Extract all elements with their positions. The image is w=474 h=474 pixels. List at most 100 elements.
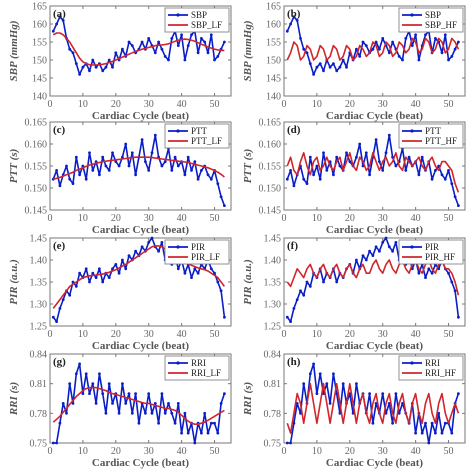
data-point (124, 267, 128, 271)
data-point (328, 402, 332, 405)
data-point (308, 155, 312, 159)
data-point (397, 55, 401, 58)
x-tick-label: 50 (210, 446, 220, 457)
x-axis-label: Cardiac Cycle (beat) (92, 340, 189, 352)
x-tick-label: 40 (177, 446, 187, 457)
data-point (325, 382, 329, 386)
data-point (88, 392, 91, 395)
data-point (127, 392, 131, 395)
data-point (147, 169, 151, 172)
data-point (98, 267, 101, 271)
data-point (308, 285, 312, 288)
data-point (315, 164, 319, 168)
data-point (434, 37, 437, 40)
y-tick-label: 165 (32, 2, 47, 13)
data-point (378, 160, 381, 164)
x-tick-label: 10 (78, 99, 88, 110)
data-point (74, 62, 78, 65)
data-point (368, 249, 371, 253)
data-point (51, 315, 55, 319)
data-point (193, 267, 197, 271)
data-point (387, 133, 391, 137)
data-point (190, 169, 193, 172)
legend-marker (410, 129, 414, 133)
x-tick-label: 10 (78, 329, 88, 340)
data-point (190, 276, 193, 279)
data-point (140, 138, 144, 142)
data-point (117, 164, 121, 168)
x-tick-label: 40 (177, 329, 187, 340)
x-tick-label: 40 (411, 329, 421, 340)
data-point (312, 73, 315, 76)
data-point (289, 169, 292, 172)
data-point (71, 280, 75, 284)
data-point (157, 249, 161, 253)
data-point (186, 431, 190, 435)
data-point (374, 402, 378, 405)
data-point (424, 33, 427, 37)
panel-label: (a) (53, 8, 66, 20)
data-point (94, 402, 98, 405)
data-point (358, 142, 362, 146)
data-point (322, 392, 325, 395)
data-point (209, 421, 213, 425)
legend-marker (410, 361, 414, 365)
legend-label: PTT_HF (425, 136, 457, 146)
y-tick-label: 0.145 (259, 206, 282, 217)
legend-label: RRI_HF (425, 368, 456, 378)
data-point (219, 289, 223, 293)
data-point (371, 421, 375, 425)
x-tick-label: 40 (177, 213, 187, 224)
y-tick-label: 0.78 (264, 409, 282, 420)
data-point (335, 155, 339, 159)
data-point (137, 421, 141, 425)
legend-label: SBP_HF (425, 20, 457, 30)
data-point (443, 421, 447, 425)
data-point (387, 51, 391, 55)
data-point (338, 164, 342, 168)
data-point (88, 69, 91, 73)
x-tick-label: 50 (210, 99, 220, 110)
data-point (84, 177, 88, 181)
data-point (61, 298, 65, 301)
y-axis-label: RRI (s) (8, 382, 20, 416)
legend-marker (410, 13, 414, 17)
data-point (384, 411, 388, 415)
x-tick-label: 0 (48, 329, 53, 340)
data-point (65, 411, 68, 415)
plot-frame (283, 353, 466, 444)
y-tick-label: 0.145 (25, 206, 48, 217)
data-point (160, 392, 164, 395)
y-tick-label: 0.150 (25, 184, 48, 195)
data-point (78, 73, 81, 76)
y-tick-label: 0.165 (25, 118, 48, 129)
data-point (292, 421, 296, 425)
x-tick-label: 30 (378, 213, 388, 224)
data-point (450, 280, 454, 284)
data-point (355, 47, 358, 51)
panel-label: (h) (287, 356, 301, 368)
data-point (91, 169, 95, 172)
x-tick-label: 10 (78, 446, 88, 457)
data-point (338, 411, 342, 415)
legend-box (164, 355, 230, 381)
data-point (163, 411, 167, 415)
data-point (51, 441, 55, 445)
data-point (107, 276, 111, 279)
y-tick-label: 0.155 (259, 162, 282, 173)
y-axis-label: PTT (s) (242, 149, 254, 184)
data-point (332, 173, 335, 177)
data-point (381, 169, 385, 172)
data-point (387, 402, 391, 405)
data-point (114, 160, 118, 164)
data-point (176, 267, 180, 271)
y-tick-label: 0.84 (264, 350, 282, 361)
x-tick-label: 0 (282, 329, 287, 340)
panel-label: (b) (287, 8, 301, 20)
data-point (424, 276, 427, 279)
y-tick-label: 0.78 (30, 409, 48, 420)
legend-marker (410, 245, 414, 249)
legend-marker (176, 129, 180, 133)
data-point (292, 307, 296, 310)
x-tick-label: 20 (345, 446, 355, 457)
